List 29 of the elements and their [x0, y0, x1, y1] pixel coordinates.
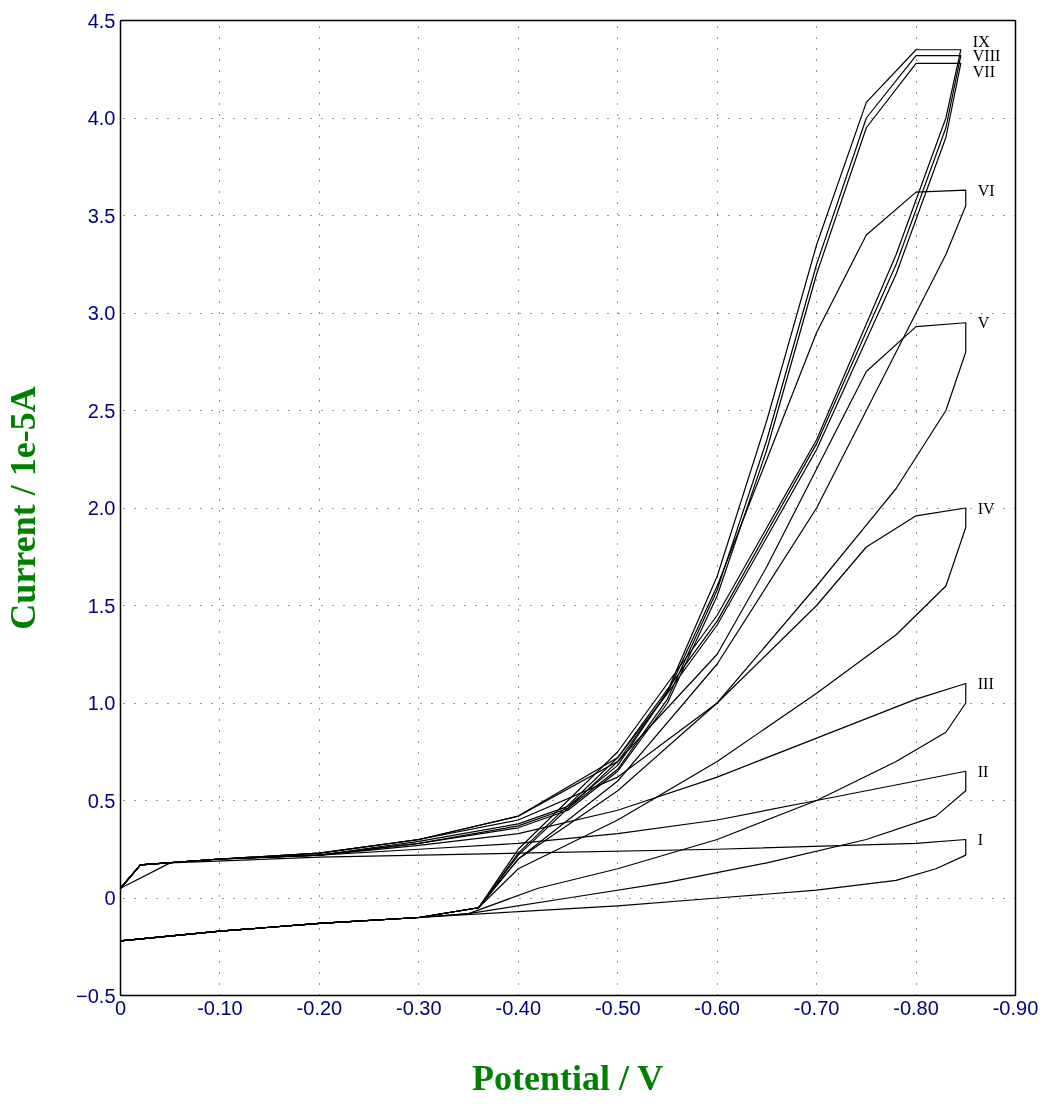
y-tick-label: 0 — [104, 887, 116, 909]
series-label: VI — [977, 181, 995, 199]
x-tick-label: -0.50 — [594, 996, 641, 1019]
series-label: VII — [972, 62, 996, 80]
y-tick-label: 0.5 — [87, 789, 116, 812]
y-tick-label: 2.5 — [87, 399, 116, 422]
x-tick-label: -0.60 — [694, 996, 740, 1019]
x-tick-label: -0.10 — [197, 996, 243, 1019]
y-tick-label: 3.5 — [87, 204, 116, 227]
y-tick-label: 2.0 — [87, 497, 116, 519]
x-axis-title: Potential / V — [472, 1057, 664, 1098]
y-tick-label: 1.5 — [87, 594, 116, 617]
series-label: I — [977, 831, 984, 848]
series-label: III — [977, 675, 994, 692]
series-label: IV — [977, 499, 996, 517]
x-tick-label: -0.20 — [296, 996, 343, 1019]
x-tick-label: -0.30 — [396, 996, 442, 1019]
x-tick-label: -0.40 — [495, 996, 542, 1019]
series-label: V — [977, 314, 990, 332]
y-tick-label: 4.0 — [87, 107, 116, 129]
y-tick-label: 3.0 — [87, 302, 116, 324]
x-tick-label: -0.70 — [793, 996, 840, 1019]
x-tick-label: -0.80 — [893, 996, 939, 1019]
x-tick-label: -0.90 — [992, 996, 1039, 1019]
y-tick-label: 4.5 — [87, 9, 116, 32]
y-tick-label: −0.5 — [76, 984, 116, 1007]
y-tick-label: 1.0 — [87, 692, 116, 714]
series-label: II — [977, 762, 989, 780]
y-axis-title: Current / 1e-5A — [3, 386, 44, 630]
